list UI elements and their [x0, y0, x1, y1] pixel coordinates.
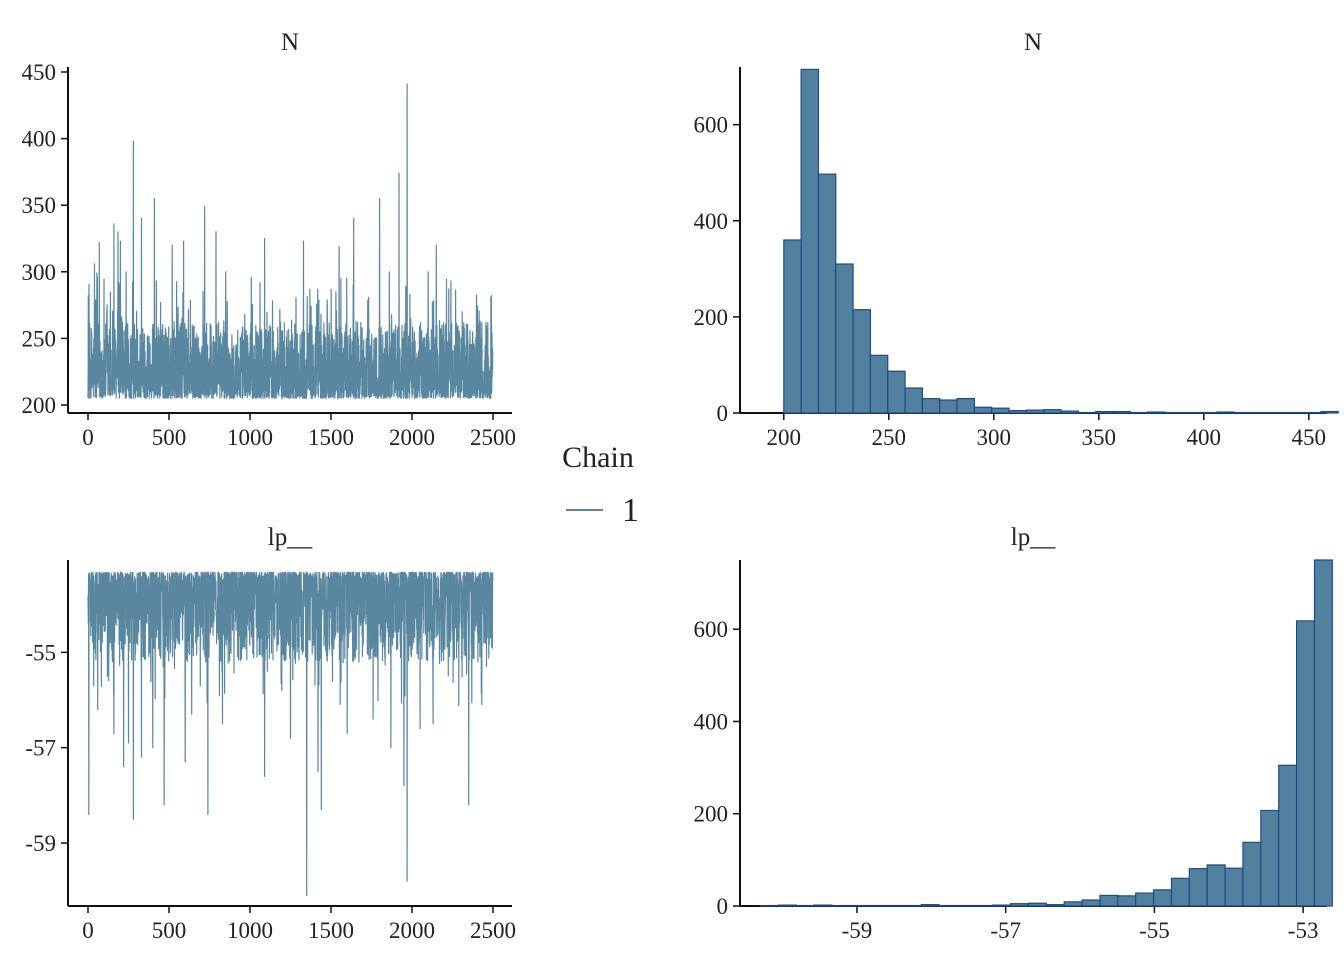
histogram-bar	[1117, 895, 1137, 907]
x-tick-label: 2000	[389, 918, 435, 943]
histogram-bar	[1147, 411, 1166, 414]
y-tick-label: 200	[694, 802, 729, 827]
histogram-bar	[813, 904, 833, 907]
histogram-bar	[1188, 868, 1208, 907]
y-tick-label: 0	[717, 894, 729, 919]
x-tick-label: 2500	[470, 918, 516, 943]
histogram-bar	[800, 68, 820, 414]
y-tick-label: -57	[25, 736, 56, 761]
histogram-bar	[1170, 877, 1190, 907]
histogram-bar	[1112, 410, 1131, 414]
x-tick-label: -59	[842, 918, 873, 943]
y-tick-label: 250	[22, 326, 57, 351]
histogram-bar	[1242, 841, 1262, 907]
histogram-bar	[1095, 410, 1114, 414]
histogram-bar	[920, 904, 940, 907]
x-tick-label: 1500	[308, 918, 354, 943]
histogram-bar	[1216, 411, 1235, 414]
histogram-bar	[783, 239, 802, 414]
histogram-bar	[1043, 409, 1062, 414]
y-tick-label: 300	[22, 260, 57, 285]
histogram-bar	[887, 370, 906, 414]
x-tick-label: -55	[1139, 918, 1170, 943]
x-tick-label: 500	[152, 918, 187, 943]
panel-title: lp__	[268, 524, 313, 551]
histogram-bar	[777, 904, 797, 907]
panel-2: N 0 200 400 600 200 250 300 350 400 450	[694, 29, 1339, 450]
y-tick-label: -55	[25, 640, 56, 665]
histogram-bar	[939, 399, 958, 414]
histogram-bar	[1313, 559, 1333, 907]
histogram-bar	[869, 354, 889, 414]
y-tick-label: 200	[694, 305, 729, 330]
histogram-bar	[1081, 899, 1101, 907]
legend-title: Chain	[562, 441, 634, 474]
x-tick-label: 1500	[308, 425, 354, 450]
histogram-bar	[1063, 901, 1083, 907]
histogram-bar	[1009, 903, 1030, 907]
histogram-bar	[1206, 864, 1226, 907]
histogram-bar	[1025, 409, 1045, 414]
histogram-bar	[1027, 902, 1047, 907]
histogram-bar	[1135, 892, 1155, 907]
histogram-bar	[921, 397, 941, 414]
histogram-bar	[1008, 410, 1027, 414]
histogram-bar	[991, 407, 1010, 414]
y-tick-label: 0	[717, 401, 729, 426]
y-tick-label: 200	[22, 393, 57, 418]
x-tick-label: 450	[1292, 425, 1327, 450]
panel-3: lp__ -59 -57 -55 0 500 1000 1500 2000 2500	[25, 524, 516, 943]
panel-title: N	[281, 29, 299, 56]
y-tick-label: 450	[22, 60, 57, 85]
histogram-bar	[852, 309, 872, 414]
y-tick-label: 600	[694, 617, 729, 642]
x-tick-label: 250	[872, 425, 907, 450]
histogram-bar	[1295, 620, 1316, 907]
histogram-bar	[1152, 889, 1173, 907]
x-tick-label: 350	[1082, 425, 1117, 450]
histogram-bar	[1320, 410, 1339, 414]
panel-title: lp__	[1011, 524, 1056, 551]
histogram-bar	[904, 387, 924, 414]
x-tick-label: 2000	[389, 425, 435, 450]
trace-line-series-1	[87, 83, 494, 399]
panel-1: N 200 250 300 350 400 450 0 500 1000 1500 2000 2500	[22, 29, 517, 450]
trace-line-series-1	[87, 571, 494, 897]
panel-title: N	[1024, 29, 1042, 56]
histogram-bar	[835, 263, 854, 414]
x-tick-label: 1000	[227, 425, 273, 450]
x-tick-label: 2500	[470, 425, 516, 450]
histogram-bar	[956, 397, 975, 414]
y-tick-label: 400	[694, 709, 729, 734]
x-tick-label: 300	[977, 425, 1012, 450]
x-tick-label: -53	[1288, 918, 1319, 943]
histogram-bar	[1045, 904, 1065, 907]
histogram-bar	[817, 173, 837, 414]
y-tick-label: -59	[25, 831, 56, 856]
histogram-bar	[1224, 867, 1244, 907]
y-tick-label: 400	[22, 127, 57, 152]
histogram-bar	[1278, 764, 1298, 907]
x-tick-label: 0	[82, 918, 94, 943]
x-tick-label: 200	[767, 425, 802, 450]
legend-label: 1	[622, 492, 639, 529]
histogram-bar	[973, 406, 993, 414]
histogram-bar	[1060, 410, 1079, 414]
histogram-bar	[1099, 894, 1119, 907]
histogram-bar	[992, 904, 1012, 907]
legend: Chain 1	[562, 441, 639, 529]
y-tick-label: 400	[694, 209, 729, 234]
panel-4: lp__ 0 200 400 600 -59 -57 -55 -53	[694, 524, 1333, 943]
histogram-bar	[1260, 809, 1280, 907]
x-tick-label: 400	[1187, 425, 1222, 450]
x-tick-label: 500	[152, 425, 187, 450]
y-tick-label: 600	[694, 113, 729, 138]
x-tick-label: 1000	[227, 918, 273, 943]
y-tick-label: 350	[22, 193, 57, 218]
x-tick-label: -57	[990, 918, 1021, 943]
x-tick-label: 0	[82, 425, 94, 450]
